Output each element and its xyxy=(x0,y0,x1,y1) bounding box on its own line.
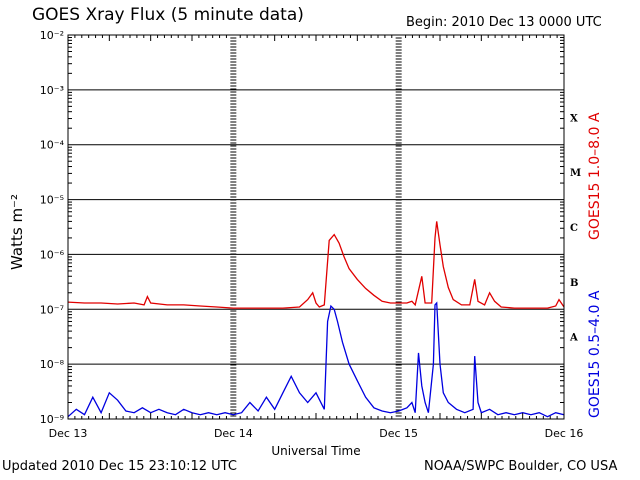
y-tick-label: 10⁻⁶ xyxy=(40,248,65,261)
y-tick-label: 10⁻² xyxy=(40,29,64,42)
updated-timestamp: Updated 2010 Dec 15 23:10:12 UTC xyxy=(2,459,237,474)
grid-lines xyxy=(68,34,564,417)
flare-class-label: C xyxy=(570,223,578,234)
x-tick-label: Dec 16 xyxy=(545,427,584,440)
y-tick-label: 10⁻³ xyxy=(40,84,64,97)
credit-line: NOAA/SWPC Boulder, CO USA xyxy=(424,459,618,474)
axes: 10⁻⁹ 10⁻⁸ 10⁻⁷ 10⁻⁶ 10⁻⁵ 10⁻⁴ 10⁻³ 10⁻² Dec 13 De… xyxy=(40,29,584,440)
flare-class-label: B xyxy=(570,278,578,289)
series-line-short xyxy=(67,301,565,418)
legend-long-channel: GOES15 1.0–8.0 A xyxy=(587,112,603,240)
flare-class-label: A xyxy=(569,333,578,344)
y-tick-label: 10⁻⁵ xyxy=(40,194,64,207)
series-long xyxy=(67,221,565,309)
series-line-long xyxy=(67,221,565,309)
y-tick-label: 10⁻⁴ xyxy=(40,139,65,152)
begin-time: Begin: 2010 Dec 13 0000 UTC xyxy=(406,15,602,30)
series-layer xyxy=(67,221,565,418)
y-tick-label: 10⁻⁷ xyxy=(40,303,64,316)
x-axis-label: Universal Time xyxy=(271,444,360,458)
flare-class-label: X xyxy=(570,113,578,124)
series-short xyxy=(67,301,565,418)
chart-title: GOES Xray Flux (5 minute data) xyxy=(32,5,304,25)
x-tick-label: Dec 15 xyxy=(379,427,418,440)
y-axis-label: Watts m⁻² xyxy=(8,194,26,270)
plot-frame xyxy=(67,34,565,420)
x-tick-label: Dec 14 xyxy=(214,427,253,440)
legend-short-channel: GOES15 0.5–4.0 A xyxy=(587,290,603,418)
flare-class-label: M xyxy=(570,168,581,179)
y-tick-label: 10⁻⁹ xyxy=(40,413,64,426)
y-tick-label: 10⁻⁸ xyxy=(40,358,65,371)
x-tick-label: Dec 13 xyxy=(49,427,88,440)
